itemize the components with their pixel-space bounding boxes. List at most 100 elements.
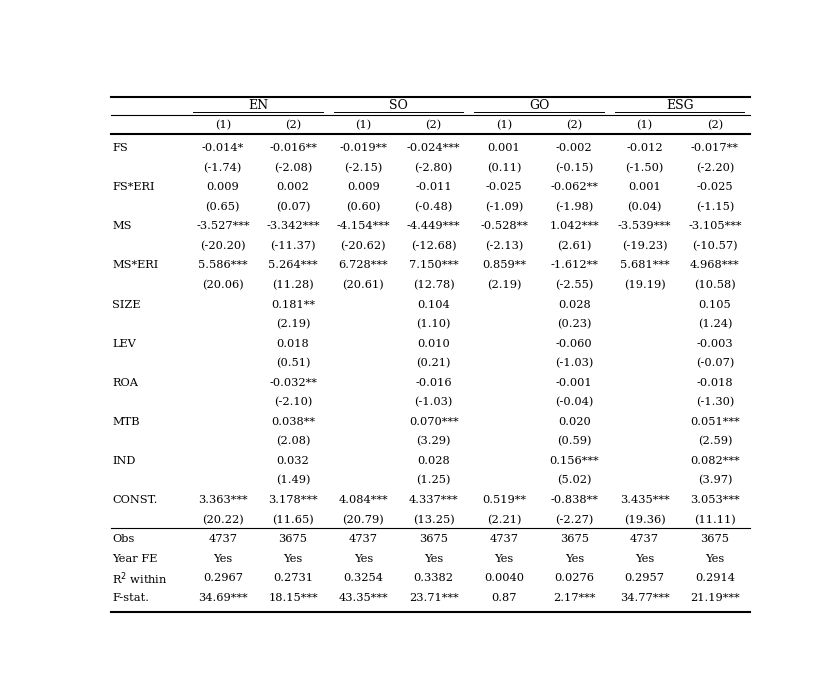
Text: 0.038**: 0.038** bbox=[271, 417, 314, 427]
Text: -0.062**: -0.062** bbox=[550, 182, 598, 192]
Text: 0.0276: 0.0276 bbox=[553, 573, 594, 584]
Text: 0.020: 0.020 bbox=[558, 417, 590, 427]
Text: MS*ERI: MS*ERI bbox=[112, 260, 159, 270]
Text: (2.19): (2.19) bbox=[276, 319, 310, 329]
Text: (-1.15): (-1.15) bbox=[695, 202, 733, 212]
Text: (1.10): (1.10) bbox=[416, 319, 451, 329]
Text: FS: FS bbox=[112, 143, 128, 153]
Text: 0.2914: 0.2914 bbox=[694, 573, 734, 584]
Text: -0.528**: -0.528** bbox=[480, 221, 528, 231]
Text: 0.87: 0.87 bbox=[491, 593, 516, 603]
Text: 34.77***: 34.77*** bbox=[619, 593, 669, 603]
Text: (-11.37): (-11.37) bbox=[270, 241, 315, 251]
Text: (11.28): (11.28) bbox=[272, 280, 314, 290]
Text: Yes: Yes bbox=[424, 554, 443, 564]
Text: 0.105: 0.105 bbox=[698, 299, 731, 309]
Text: 0.3382: 0.3382 bbox=[413, 573, 453, 584]
Text: 43.35***: 43.35*** bbox=[339, 593, 388, 603]
Text: 0.0040: 0.0040 bbox=[483, 573, 523, 584]
Text: Yes: Yes bbox=[564, 554, 584, 564]
Text: 0.2731: 0.2731 bbox=[273, 573, 313, 584]
Text: 4737: 4737 bbox=[208, 534, 237, 544]
Text: Yes: Yes bbox=[494, 554, 513, 564]
Text: (0.11): (0.11) bbox=[487, 163, 521, 173]
Text: Yes: Yes bbox=[213, 554, 232, 564]
Text: (11.65): (11.65) bbox=[272, 514, 314, 525]
Text: Yes: Yes bbox=[705, 554, 724, 564]
Text: Yes: Yes bbox=[635, 554, 654, 564]
Text: (0.04): (0.04) bbox=[627, 202, 661, 212]
Text: 5.681***: 5.681*** bbox=[619, 260, 669, 270]
Text: -0.017**: -0.017** bbox=[691, 143, 738, 153]
Text: 0.181**: 0.181** bbox=[271, 299, 314, 309]
Text: (3.29): (3.29) bbox=[416, 436, 451, 447]
Text: (2.21): (2.21) bbox=[487, 514, 521, 525]
Text: (20.79): (20.79) bbox=[342, 514, 384, 525]
Text: (1): (1) bbox=[495, 120, 512, 130]
Text: -4.154***: -4.154*** bbox=[336, 221, 390, 231]
Text: (-1.03): (-1.03) bbox=[554, 358, 593, 369]
Text: (-0.15): (-0.15) bbox=[554, 163, 593, 173]
Text: (0.59): (0.59) bbox=[557, 436, 591, 447]
Text: 0.028: 0.028 bbox=[417, 456, 450, 466]
Text: (-20.62): (-20.62) bbox=[340, 241, 385, 251]
Text: 0.156***: 0.156*** bbox=[549, 456, 599, 466]
Text: IND: IND bbox=[112, 456, 135, 466]
Text: (-0.04): (-0.04) bbox=[554, 397, 593, 408]
Text: -0.016: -0.016 bbox=[415, 378, 451, 387]
Text: 0.010: 0.010 bbox=[417, 339, 450, 348]
Text: -3.527***: -3.527*** bbox=[196, 221, 249, 231]
Text: (-2.27): (-2.27) bbox=[554, 514, 593, 525]
Text: (0.21): (0.21) bbox=[416, 358, 451, 369]
Text: (2): (2) bbox=[565, 120, 582, 130]
Text: 0.2957: 0.2957 bbox=[624, 573, 664, 584]
Text: 0.519**: 0.519** bbox=[482, 495, 525, 505]
Text: -0.060: -0.060 bbox=[555, 339, 592, 348]
Text: 0.2967: 0.2967 bbox=[202, 573, 242, 584]
Text: (11.11): (11.11) bbox=[693, 514, 735, 525]
Text: 0.104: 0.104 bbox=[417, 299, 450, 309]
Text: (-1.50): (-1.50) bbox=[624, 163, 663, 173]
Text: (-0.07): (-0.07) bbox=[695, 358, 733, 369]
Text: (2): (2) bbox=[706, 120, 722, 130]
Text: (-2.55): (-2.55) bbox=[554, 280, 593, 290]
Text: (12.78): (12.78) bbox=[412, 280, 454, 290]
Text: (0.23): (0.23) bbox=[557, 319, 591, 329]
Text: (2.61): (2.61) bbox=[557, 241, 591, 251]
Text: (-1.30): (-1.30) bbox=[695, 397, 733, 408]
Text: (-20.20): (-20.20) bbox=[200, 241, 245, 251]
Text: (-2.08): (-2.08) bbox=[273, 163, 312, 173]
Text: 0.028: 0.028 bbox=[558, 299, 590, 309]
Text: 7.150***: 7.150*** bbox=[409, 260, 458, 270]
Text: 0.070***: 0.070*** bbox=[409, 417, 458, 427]
Text: Obs: Obs bbox=[112, 534, 135, 544]
Text: -0.018: -0.018 bbox=[696, 378, 732, 387]
Text: (0.60): (0.60) bbox=[346, 202, 380, 212]
Text: 2.17***: 2.17*** bbox=[553, 593, 594, 603]
Text: (-2.80): (-2.80) bbox=[414, 163, 452, 173]
Text: (13.25): (13.25) bbox=[412, 514, 454, 525]
Text: (-2.15): (-2.15) bbox=[344, 163, 382, 173]
Text: 0.018: 0.018 bbox=[277, 339, 309, 348]
Text: (-12.68): (-12.68) bbox=[410, 241, 456, 251]
Text: (1.24): (1.24) bbox=[697, 319, 732, 329]
Text: 23.71***: 23.71*** bbox=[409, 593, 458, 603]
Text: -0.024***: -0.024*** bbox=[406, 143, 460, 153]
Text: 5.586***: 5.586*** bbox=[198, 260, 247, 270]
Text: -0.012: -0.012 bbox=[625, 143, 662, 153]
Text: -0.025: -0.025 bbox=[696, 182, 732, 192]
Text: (-2.20): (-2.20) bbox=[695, 163, 733, 173]
Text: 3675: 3675 bbox=[419, 534, 447, 544]
Text: 3.053***: 3.053*** bbox=[689, 495, 739, 505]
Text: 4.084***: 4.084*** bbox=[339, 495, 388, 505]
Text: MS: MS bbox=[112, 221, 132, 231]
Text: (2): (2) bbox=[425, 120, 441, 130]
Text: (1.49): (1.49) bbox=[276, 475, 310, 486]
Text: 0.051***: 0.051*** bbox=[689, 417, 739, 427]
Text: R$^2$ within: R$^2$ within bbox=[112, 570, 168, 586]
Text: 1.042***: 1.042*** bbox=[549, 221, 599, 231]
Text: (2.19): (2.19) bbox=[487, 280, 521, 290]
Text: CONST.: CONST. bbox=[112, 495, 158, 505]
Text: EN: EN bbox=[247, 99, 268, 112]
Text: -0.003: -0.003 bbox=[696, 339, 732, 348]
